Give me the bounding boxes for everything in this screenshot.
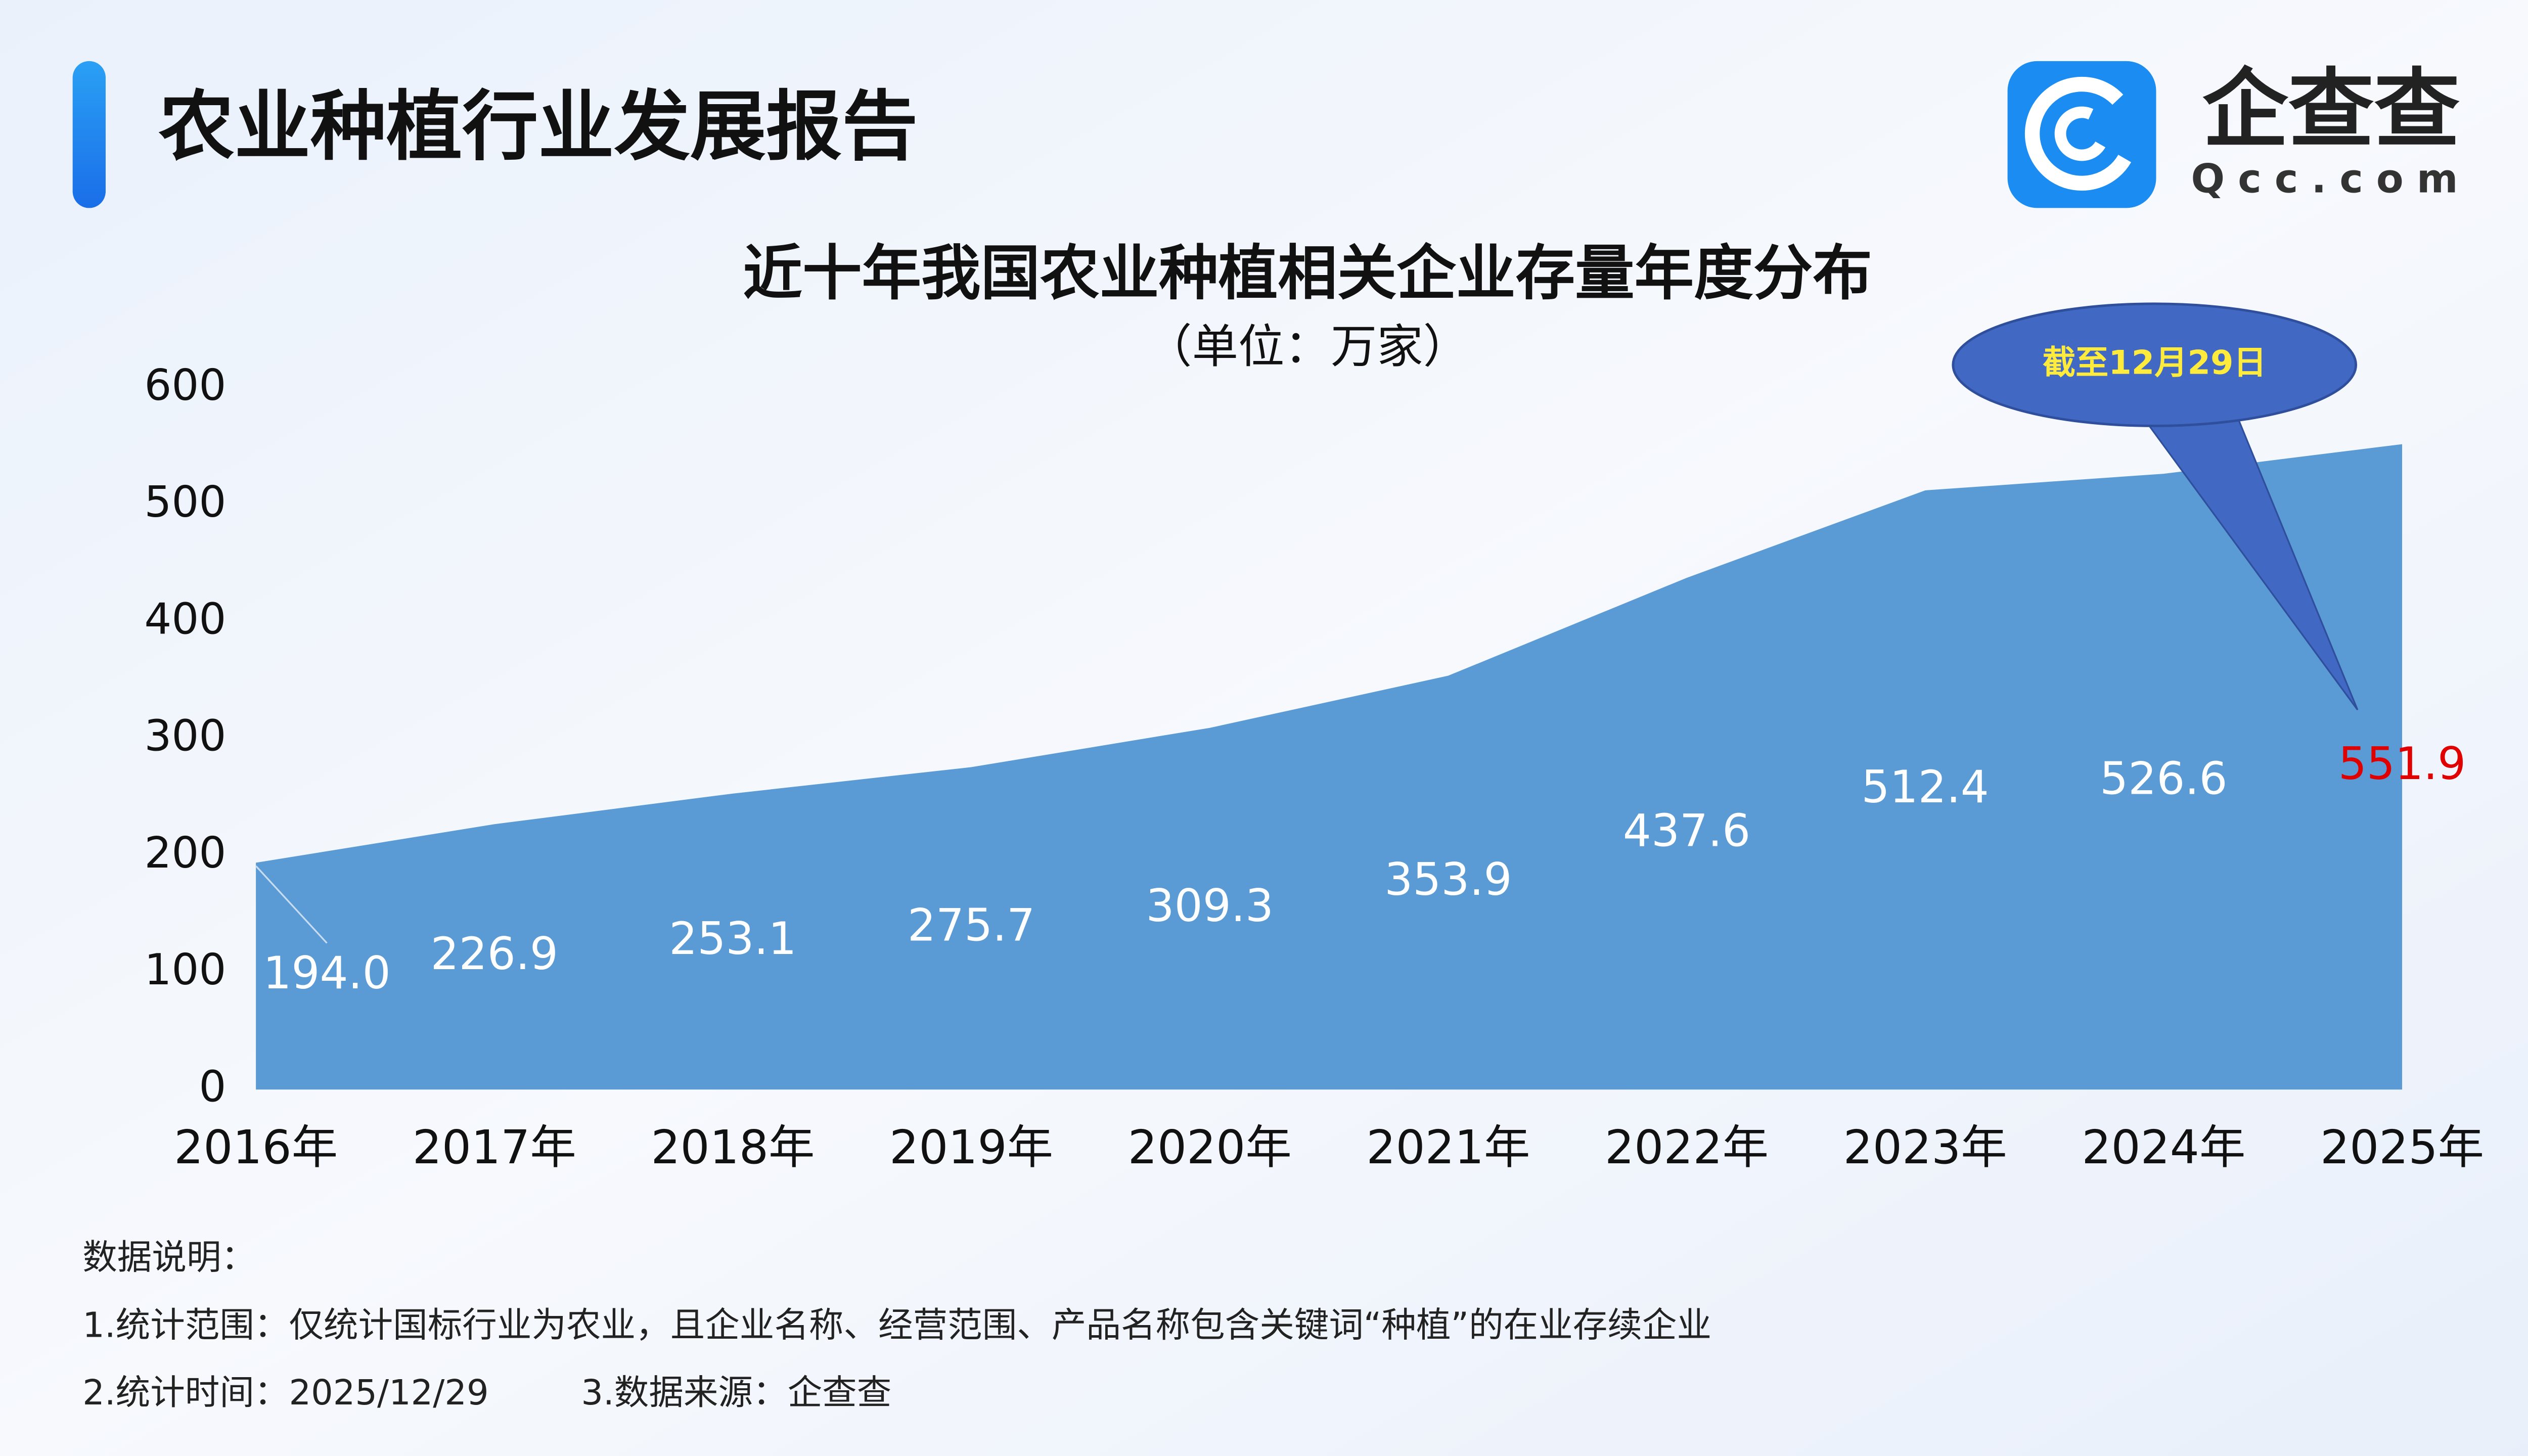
chart-title: 近十年我国农业种植相关企业存量年度分布: [743, 239, 1872, 308]
y-tick-label: 600: [144, 360, 226, 411]
value-label: 275.7: [908, 899, 1035, 951]
annotation: 截至12月29日: [2043, 344, 2267, 382]
x-tick-label: 2025年: [2320, 1120, 2484, 1174]
value-label: 309.3: [1146, 880, 1274, 932]
logo-ring-inner: [2054, 106, 2109, 161]
y-tick-label: 300: [144, 711, 226, 761]
x-tick-label: 2023年: [1843, 1120, 2007, 1174]
notes-source: 3.数据来源：企查查: [581, 1373, 891, 1413]
value-label: 253.1: [669, 913, 796, 965]
y-tick-label: 0: [199, 1062, 226, 1112]
notes-time: 2.统计时间：2025/12/29: [82, 1373, 488, 1413]
x-tick-label: 2016年: [174, 1120, 338, 1174]
value-label: 353.9: [1384, 853, 1512, 905]
x-tick-label: 2019年: [889, 1120, 1053, 1174]
y-tick-label: 100: [144, 945, 226, 995]
y-tick-label: 500: [144, 477, 226, 527]
x-tick-label: 2017年: [413, 1120, 576, 1174]
notes-scope: 1.统计范围：仅统计国标行业为农业，且企业名称、经营范围、产品名称包含关键词“种…: [82, 1305, 1711, 1345]
page-title: 农业种植行业发展报告: [158, 83, 918, 171]
value-label: 551.9: [2338, 738, 2466, 790]
x-tick-label: 2018年: [651, 1120, 815, 1174]
value-label: 512.4: [1862, 761, 1989, 813]
title-accent: [72, 61, 106, 208]
y-tick-label: 200: [144, 828, 226, 878]
logo: 企查查 Qcc.com: [2007, 60, 2471, 208]
plot: 0 100 200 300 400 500 600 2016年 2017年 2018年 2019年 2…: [144, 302, 2484, 1174]
leader-line: [255, 865, 328, 944]
x-tick-label: 2024年: [2082, 1120, 2245, 1174]
x-tick-label: 2021年: [1366, 1120, 1530, 1174]
chart-subtitle: （单位：万家）: [1146, 320, 1469, 374]
value-label: 226.9: [431, 928, 558, 980]
x-tick-label: 2022年: [1605, 1120, 1769, 1174]
callout: [1952, 302, 2358, 427]
notes-heading: 数据说明：: [82, 1237, 256, 1278]
logo-url: Qcc.com: [2191, 156, 2471, 202]
value-label: 437.6: [1623, 804, 1750, 856]
logo-name: 企查查: [2202, 60, 2460, 160]
area: [256, 444, 2403, 1090]
x-tick-label: 2020年: [1128, 1120, 1292, 1174]
value-label: 194.0: [263, 947, 390, 999]
value-label: 526.6: [2100, 753, 2227, 805]
y-tick-label: 400: [144, 594, 226, 644]
